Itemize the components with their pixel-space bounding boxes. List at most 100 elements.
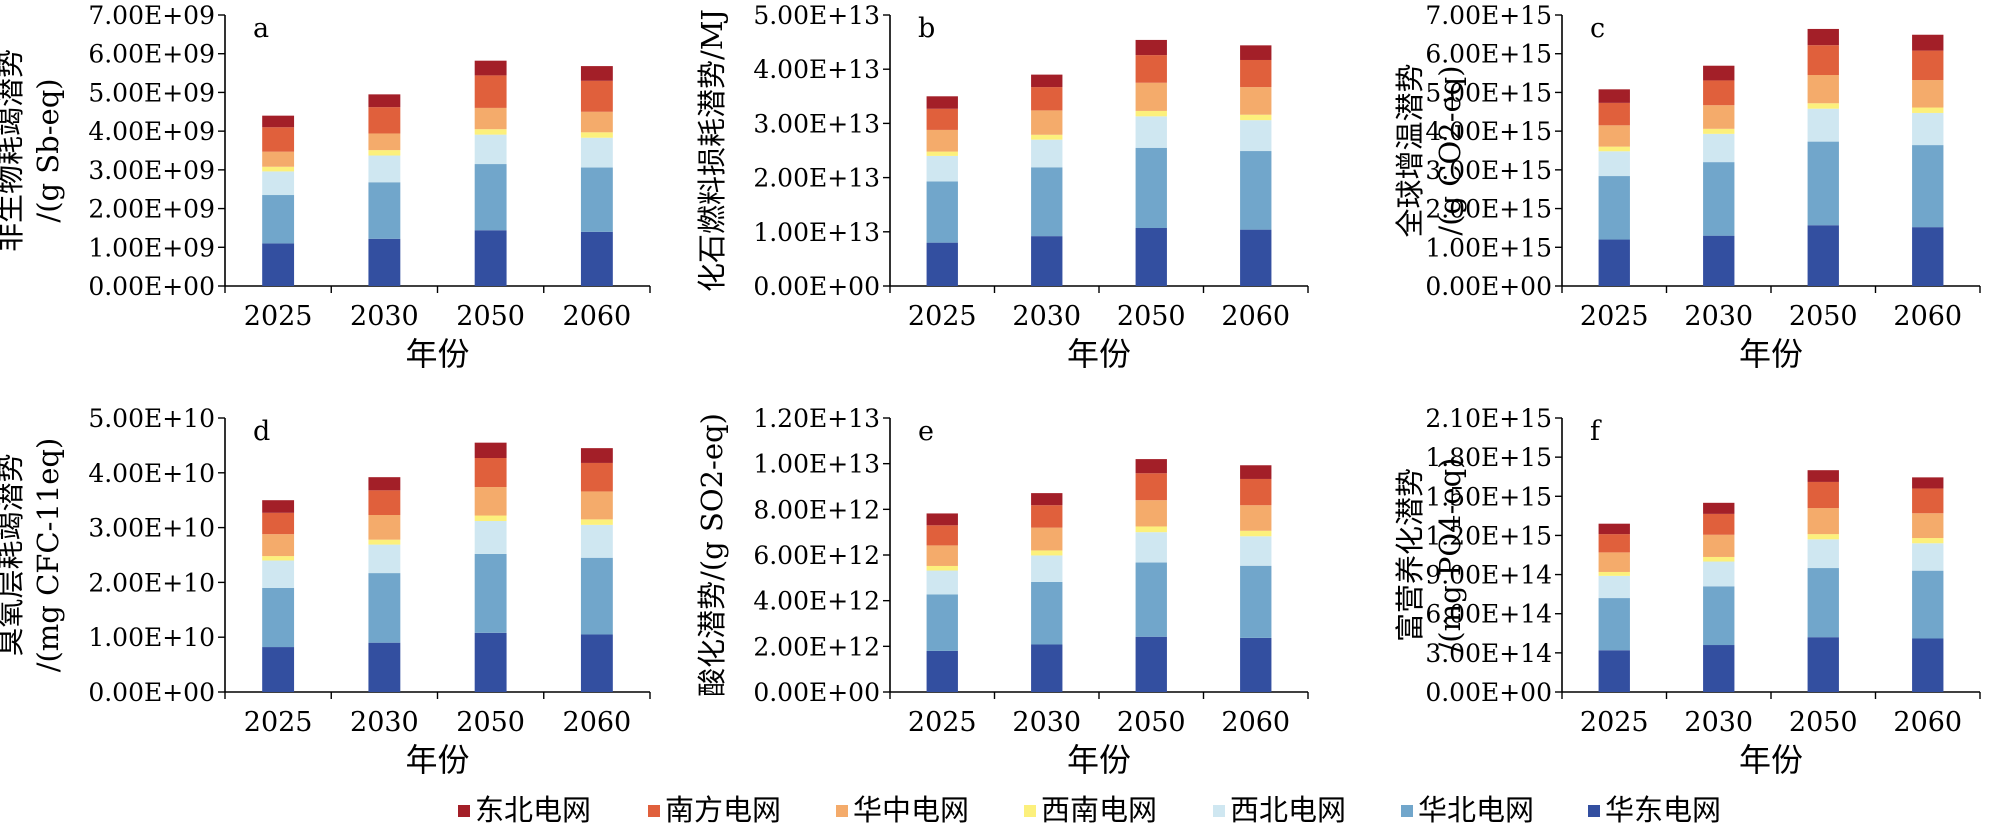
legend-label: 华中电网 <box>853 793 969 827</box>
bar-segment <box>1031 236 1063 286</box>
bar-segment <box>262 556 295 561</box>
y-axis-label: 富营养化潜势 <box>1393 468 1427 642</box>
bar-segment <box>368 94 401 108</box>
bar-segment <box>1807 141 1839 226</box>
bar-segment <box>1703 65 1735 81</box>
y-tick-label: 2.00E+10 <box>88 568 215 597</box>
bar-segment <box>1598 239 1630 286</box>
legend-label: 西南电网 <box>1041 793 1157 827</box>
panel-letter: b <box>918 13 935 44</box>
y-tick-label: 0.00E+00 <box>88 272 215 301</box>
bar-segment <box>1807 103 1839 109</box>
bar-segment <box>262 127 295 152</box>
bar-segment <box>1135 147 1167 229</box>
bar-segment <box>368 133 401 151</box>
bar-segment <box>474 487 507 516</box>
y-tick-label: 6.00E+12 <box>753 541 880 570</box>
bar-segment <box>1240 505 1272 531</box>
y-tick-label: 5.00E+13 <box>753 1 880 30</box>
legend: 东北电网 南方电网 华中电网 西南电网 西北电网 华北电网 华东电网 <box>458 793 1721 827</box>
x-tick-label: 2050 <box>1789 707 1858 738</box>
bar-segment <box>1912 112 1944 146</box>
y-axis-label: /(mg PO4-eq) <box>1433 458 1467 653</box>
x-axis-label: 年份 <box>1067 741 1131 779</box>
x-tick-label: 2050 <box>456 301 525 332</box>
bar-segment <box>1031 74 1063 88</box>
bar-segment <box>262 171 295 196</box>
bar-segment <box>262 166 295 172</box>
bar-segment <box>1240 637 1272 692</box>
x-tick-label: 2060 <box>563 707 632 738</box>
y-axis-label: 全球增温潜势 <box>1393 63 1427 237</box>
bar-segment <box>262 587 295 648</box>
bar-segment <box>474 129 507 135</box>
bar-segment <box>368 573 401 643</box>
bar-segment <box>368 642 401 692</box>
bar-segment <box>1598 176 1630 240</box>
bar-segment <box>474 553 507 633</box>
bar-segment <box>580 132 613 138</box>
chart-panel-b: 0.00E+00 1.00E+13 2.00E+13 3.00E+13 4.00E+13… <box>695 1 1309 373</box>
y-tick-label: 6.00E+14 <box>1425 600 1552 629</box>
bar-segment <box>368 539 401 545</box>
bar-segment <box>580 137 613 168</box>
bar-segment <box>1703 561 1735 587</box>
y-tick-label: 3.00E+14 <box>1425 639 1552 668</box>
bar-segment <box>1807 539 1839 569</box>
bar-segment <box>1703 128 1735 134</box>
bar-segment <box>580 80 613 112</box>
legend-item: 华东电网 <box>1588 793 1721 827</box>
bar-segment <box>1703 513 1735 535</box>
bar-segment <box>1598 534 1630 553</box>
x-axis-label: 年份 <box>1739 335 1803 373</box>
y-tick-label: 0.00E+00 <box>753 272 880 301</box>
bar-segment <box>1240 120 1272 152</box>
y-tick-label: 1.00E+15 <box>1425 233 1552 262</box>
bar-segment <box>1240 536 1272 566</box>
bar-segment <box>580 462 613 492</box>
bar-segment <box>262 195 295 244</box>
x-tick-label: 2030 <box>350 707 419 738</box>
legend-swatch <box>458 805 470 817</box>
bar-segment <box>1807 45 1839 76</box>
bar-segment <box>926 594 958 651</box>
bar-segment <box>368 238 401 286</box>
bar-segment <box>1807 568 1839 638</box>
bar-segment <box>1240 87 1272 115</box>
bar-segment <box>1703 645 1735 692</box>
y-tick-label: 1.00E+13 <box>753 450 880 479</box>
y-axis-label: 非生物耗竭潜势 <box>0 49 27 252</box>
x-axis-label: 年份 <box>1067 335 1131 373</box>
x-tick-label: 2025 <box>1580 707 1649 738</box>
bar-segment <box>1135 55 1167 83</box>
legend-label: 西北电网 <box>1230 793 1346 827</box>
bar-segment <box>1240 565 1272 638</box>
bar-segment <box>262 115 295 128</box>
bar-segment <box>926 570 958 595</box>
bar-segment <box>580 111 613 133</box>
chart-panel-a: 0.00E+00 1.00E+09 2.00E+09 3.00E+09 4.00E+09… <box>0 1 651 373</box>
x-axis-label: 年份 <box>405 741 469 779</box>
bar-segment <box>368 182 401 239</box>
bar-segment <box>368 544 401 574</box>
bar-segment <box>1598 598 1630 651</box>
bar-segment <box>1135 526 1167 533</box>
x-axis-label: 年份 <box>405 335 469 373</box>
bar-segment <box>1240 530 1272 537</box>
bar-segment <box>368 150 401 156</box>
bar-segment <box>580 231 613 286</box>
bar-segment <box>1135 110 1167 117</box>
y-tick-label: 3.00E+15 <box>1425 156 1552 185</box>
y-tick-label: 4.00E+09 <box>88 117 215 146</box>
bar-segment <box>368 107 401 134</box>
bar-segment <box>1703 534 1735 557</box>
bar-segment <box>926 181 958 243</box>
panel-letter: d <box>253 416 270 447</box>
legend-item: 南方电网 <box>648 793 781 827</box>
y-tick-label: 1.00E+13 <box>753 218 880 247</box>
panel-letter: f <box>1590 416 1602 447</box>
bar-segment <box>474 515 507 522</box>
chart-panel-d: 0.00E+00 1.00E+10 2.00E+10 3.00E+10 4.00E+10… <box>0 404 651 779</box>
bar-segment <box>1912 34 1944 51</box>
